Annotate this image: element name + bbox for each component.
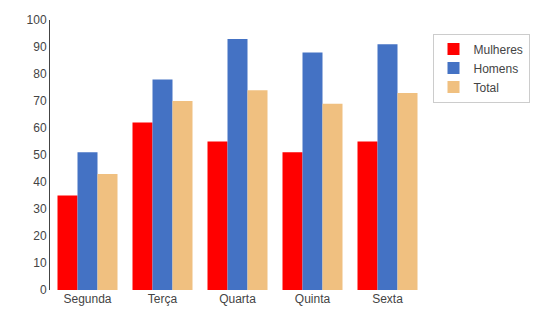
svg-text:20: 20 bbox=[33, 229, 47, 243]
svg-text:70: 70 bbox=[33, 94, 47, 108]
svg-text:0: 0 bbox=[40, 283, 47, 297]
svg-text:90: 90 bbox=[33, 40, 47, 54]
svg-text:60: 60 bbox=[33, 121, 47, 135]
svg-text:Total: Total bbox=[474, 81, 499, 95]
svg-text:Homens: Homens bbox=[474, 62, 519, 76]
svg-text:Sexta: Sexta bbox=[372, 292, 403, 306]
svg-text:Mulheres: Mulheres bbox=[474, 43, 523, 57]
svg-text:100: 100 bbox=[27, 13, 47, 27]
svg-text:10: 10 bbox=[33, 256, 47, 270]
svg-text:80: 80 bbox=[33, 67, 47, 81]
svg-text:Quarta: Quarta bbox=[219, 292, 256, 306]
svg-text:40: 40 bbox=[33, 175, 47, 189]
svg-text:Segunda: Segunda bbox=[63, 292, 111, 306]
svg-text:Quinta: Quinta bbox=[295, 292, 331, 306]
svg-text:Terça: Terça bbox=[148, 292, 178, 306]
svg-text:50: 50 bbox=[33, 148, 47, 162]
svg-text:30: 30 bbox=[33, 202, 47, 216]
